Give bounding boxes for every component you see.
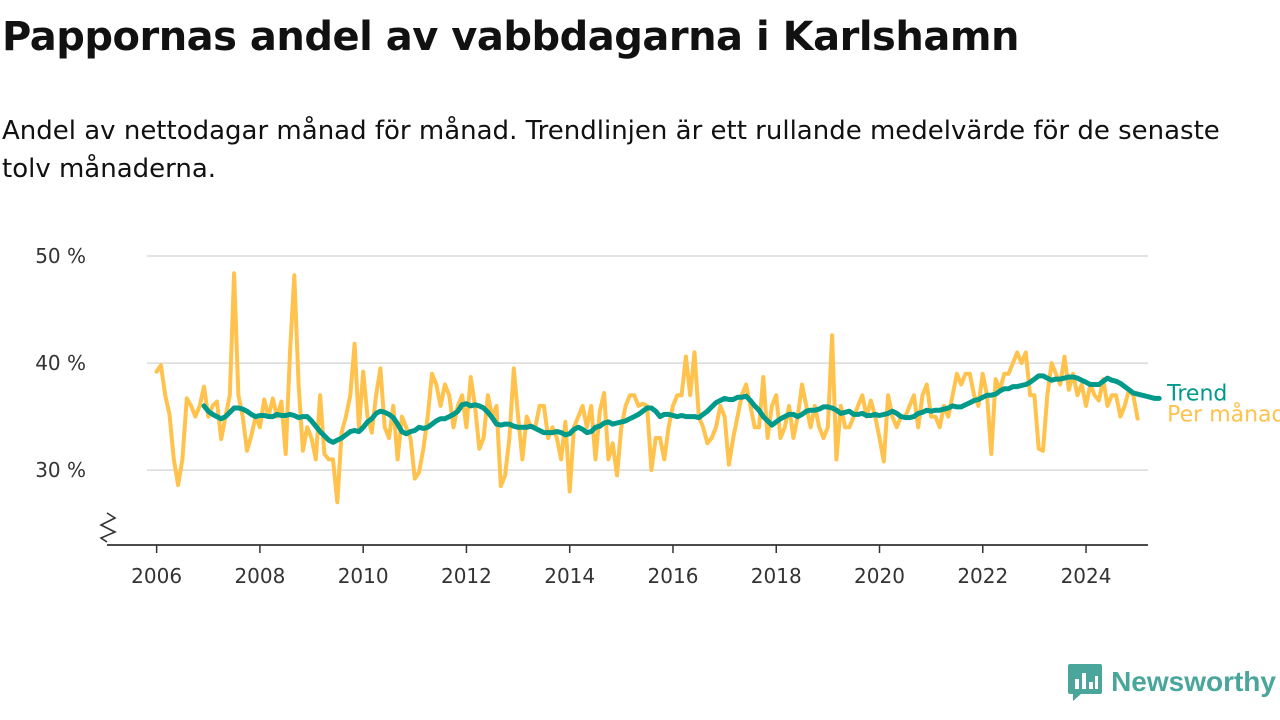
x-tick-label: 2012 <box>441 564 492 588</box>
x-tick-label: 2006 <box>131 564 182 588</box>
chart-subtitle: Andel av nettodagar månad för månad. Tre… <box>2 116 1220 184</box>
legend-label-per-manad: Per månad <box>1167 401 1280 427</box>
brand-name: Newsworthy <box>1111 666 1276 697</box>
newsworthy-logo-icon <box>1068 664 1103 701</box>
legend-label-trend: Trend <box>1166 381 1227 406</box>
x-tick-label: 2016 <box>648 564 699 588</box>
page-title: Pappornas andel av vabbdagarna i Karlsha… <box>2 14 1019 60</box>
x-tick-label: 2018 <box>751 564 802 588</box>
series-line-trend <box>201 373 1162 445</box>
series-lines <box>154 271 1162 505</box>
grid-lines <box>147 255 1148 471</box>
axis-break-icon <box>99 512 117 543</box>
x-tick-label: 2014 <box>544 564 595 588</box>
series-line-per-manad <box>154 271 1140 505</box>
brand-logo[interactable]: Newsworthy <box>1067 662 1276 702</box>
x-tick-label: 2010 <box>338 564 389 588</box>
x-tick-label: 2024 <box>1061 564 1112 588</box>
y-tick-label: 40 % <box>35 351 86 375</box>
y-tick-label: 50 % <box>35 244 86 268</box>
y-tick-label: 30 % <box>35 458 86 482</box>
x-tick-label: 2008 <box>234 564 285 588</box>
x-axis: 2006 2008 2010 2012 2014 2016 2018 2020 2022 2024 <box>99 512 1148 588</box>
x-tick-label: 2022 <box>957 564 1008 588</box>
y-axis-labels: 30 % 40 % 50 % <box>35 244 86 482</box>
x-tick-label: 2020 <box>854 564 905 588</box>
